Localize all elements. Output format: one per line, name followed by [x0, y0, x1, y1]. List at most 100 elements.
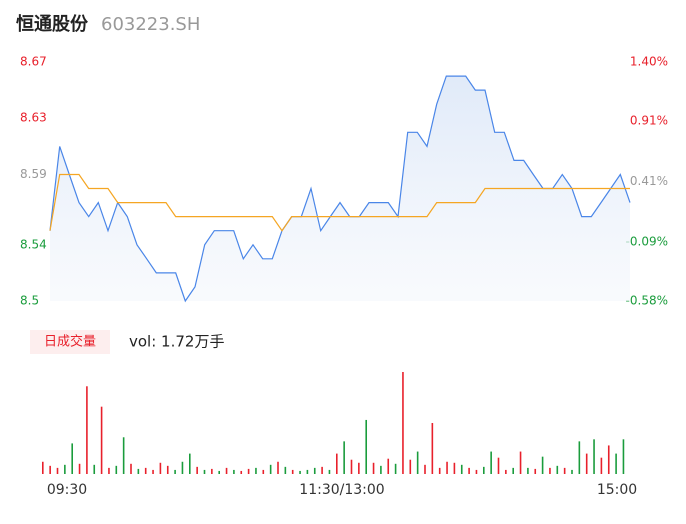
volume-bar	[593, 439, 595, 474]
volume-bar	[600, 457, 603, 474]
volume-bar	[460, 464, 463, 474]
volume-tag: 日成交量	[44, 334, 96, 350]
volume-bar	[372, 462, 375, 474]
price-area	[50, 76, 630, 301]
volume-bar	[174, 469, 176, 474]
volume-bar	[78, 463, 81, 474]
volume-bar	[615, 453, 617, 474]
volume-bar	[313, 467, 316, 474]
y-tick-label: 8.54	[20, 237, 47, 251]
volume-bar	[152, 469, 154, 474]
volume-bar	[189, 453, 191, 474]
y-tick-label: 8.67	[20, 55, 47, 69]
volume-bar	[299, 470, 301, 474]
volume-bar	[431, 423, 434, 474]
volume-bar	[438, 467, 441, 474]
volume-bar	[218, 470, 220, 474]
volume-bar	[240, 470, 243, 474]
volume-bar	[365, 419, 367, 474]
x-tick-label: 15:00	[597, 482, 637, 498]
volume-bar	[93, 464, 96, 474]
volume-bar	[578, 441, 581, 474]
volume-bar	[166, 465, 169, 474]
volume-bar	[122, 437, 125, 474]
volume-bar	[534, 468, 537, 474]
volume-bar	[563, 467, 566, 474]
volume-bar	[549, 467, 551, 474]
volume-bar	[453, 462, 456, 474]
volume-bar	[505, 469, 507, 474]
volume-bar	[130, 463, 132, 474]
volume-bar	[115, 465, 118, 474]
volume-bar	[571, 469, 573, 474]
volume-bar	[56, 467, 59, 474]
volume-bar	[255, 467, 257, 474]
volume-bar	[181, 461, 184, 474]
volume-bar	[475, 469, 478, 474]
volume-bar	[284, 466, 287, 474]
volume-bar	[306, 469, 309, 474]
volume-bar	[247, 468, 250, 474]
volume-bar	[71, 443, 73, 474]
y2-tick-label: 0.41%	[630, 174, 668, 188]
volume-bar	[159, 462, 162, 474]
stock-name: 恒通股份	[16, 13, 89, 35]
volume-bar	[394, 463, 397, 474]
y2-tick-label: 0.91%	[630, 114, 668, 128]
price-line	[49, 75, 631, 303]
volume-bar	[512, 467, 514, 474]
x-tick-label: 09:30	[47, 482, 87, 498]
volume-bar	[497, 457, 500, 474]
volume-total: vol: 1.72万手	[129, 333, 224, 351]
volume-bar	[387, 458, 390, 474]
volume-bar	[527, 467, 529, 474]
volume-bar	[483, 466, 485, 474]
x-tick-label: 11:30/13:00	[299, 482, 384, 498]
average-line	[49, 173, 630, 232]
volume-bar	[144, 467, 147, 474]
volume-bar	[490, 451, 492, 474]
volume-bar	[380, 465, 382, 474]
stock-code: 603223.SH	[101, 14, 200, 35]
y2-tick-label: -0.58%	[626, 294, 668, 308]
y2-tick-label: 1.40%	[630, 55, 668, 69]
volume-bar	[358, 462, 360, 474]
y-tick-label: 8.59	[20, 167, 47, 181]
volume-bar	[585, 453, 588, 474]
y-tick-label: 8.5	[20, 294, 39, 308]
volume-bar	[100, 406, 103, 474]
volume-bar	[86, 386, 88, 474]
volume-bar	[321, 466, 323, 474]
volume-bar	[343, 441, 345, 474]
volume-bar	[108, 467, 110, 474]
volume-bar	[269, 464, 272, 474]
volume-bar	[277, 461, 279, 474]
volume-bar	[519, 451, 522, 474]
volume-bar	[42, 461, 44, 474]
volume-bar	[607, 445, 610, 474]
volume-bar	[622, 439, 625, 474]
y2-tick-label: -0.09%	[626, 234, 668, 248]
volume-bar	[196, 466, 198, 474]
volume-tag-bg	[30, 330, 110, 354]
volume-bar	[446, 461, 448, 474]
volume-bar	[262, 469, 265, 474]
volume-bar	[336, 453, 338, 474]
volume-bar	[468, 467, 470, 474]
volume-bar	[233, 469, 235, 474]
volume-bar	[541, 456, 544, 474]
volume-bar	[409, 459, 412, 474]
y-tick-label: 8.63	[20, 111, 47, 125]
volume-bar	[556, 465, 559, 474]
volume-bar	[211, 468, 213, 474]
volume-bar	[328, 469, 331, 474]
volume-bar	[402, 372, 404, 474]
volume-bar	[49, 465, 51, 474]
volume-bar	[350, 459, 353, 474]
volume-bar	[225, 467, 228, 474]
volume-bar	[64, 464, 66, 474]
volume-bar	[137, 468, 140, 474]
volume-bar	[424, 464, 426, 474]
volume-bar	[416, 451, 419, 474]
